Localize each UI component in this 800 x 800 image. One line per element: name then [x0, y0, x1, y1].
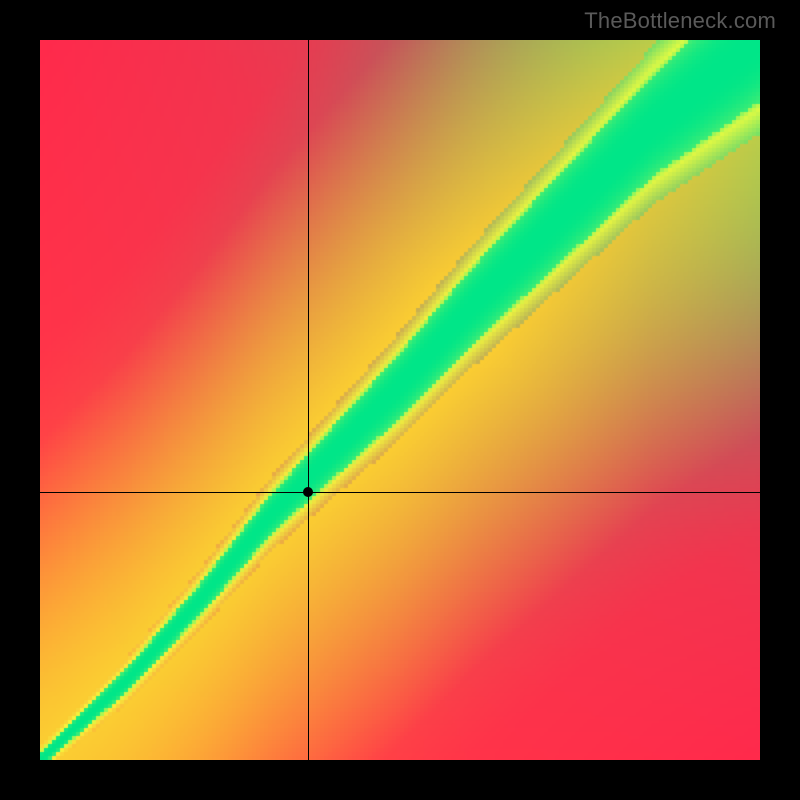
crosshair-marker-dot — [303, 487, 313, 497]
crosshair-horizontal — [40, 492, 760, 493]
watermark-text: TheBottleneck.com — [584, 8, 776, 34]
crosshair-vertical — [308, 40, 309, 760]
heatmap-canvas — [40, 40, 760, 760]
heatmap-plot — [40, 40, 760, 760]
